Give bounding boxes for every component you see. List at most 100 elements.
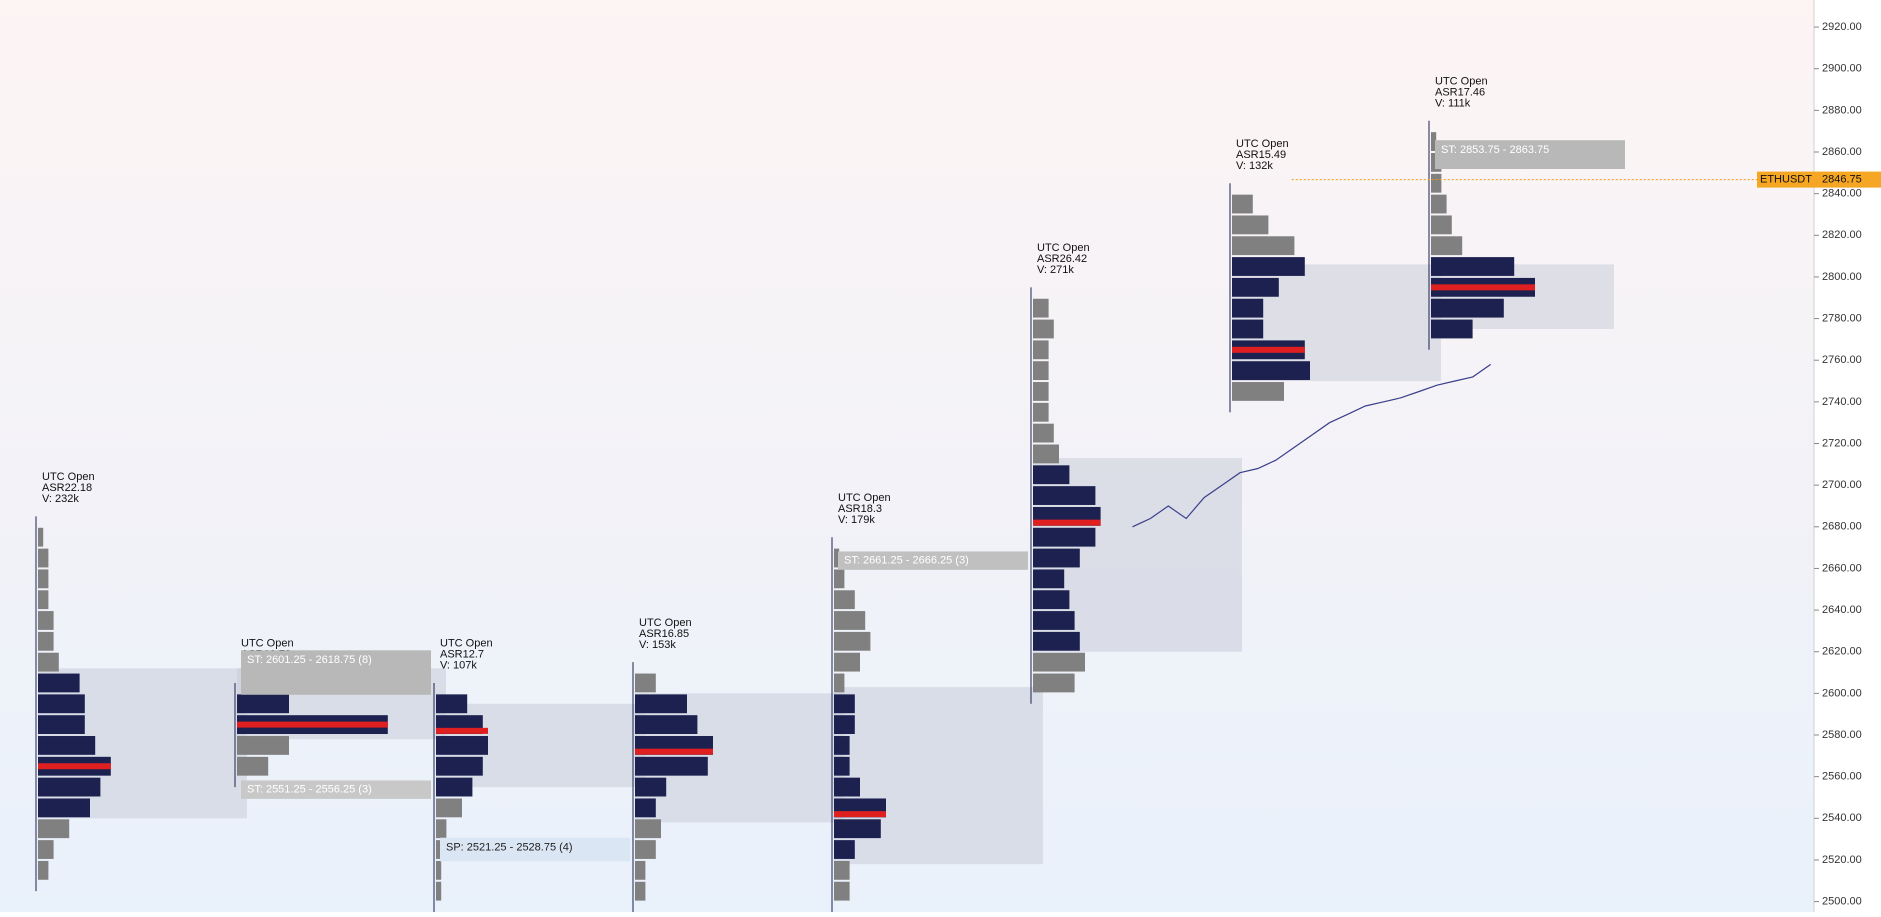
y-tick-label: 2720.00	[1822, 437, 1862, 449]
note-label: ST: 2661.25 - 2666.25 (3)	[844, 555, 969, 567]
profile-row	[1033, 486, 1096, 505]
y-tick-label: 2640.00	[1822, 604, 1862, 616]
poc-line	[635, 748, 713, 755]
profile-row	[834, 819, 881, 839]
profile-row	[1033, 590, 1070, 610]
profile-row	[436, 777, 473, 797]
profile-row	[38, 777, 101, 797]
profile-row	[834, 569, 845, 589]
note-label: ST: 2601.25 - 2618.75 (8)	[247, 654, 372, 666]
price-tag	[1814, 171, 1881, 188]
profile-row	[38, 819, 70, 839]
profile-row	[1033, 652, 1085, 672]
note-box	[241, 650, 431, 695]
symbol-label: ETHUSDT	[1760, 173, 1812, 185]
profile-row	[635, 694, 687, 714]
note-box	[838, 551, 1028, 570]
session-asr: ASR17.46	[1435, 86, 1485, 98]
profile-row	[1232, 361, 1310, 381]
profile-row	[38, 631, 54, 651]
session-asr: ASR15.49	[1236, 149, 1286, 161]
session-title: UTC Open	[838, 492, 891, 504]
profile-row	[38, 590, 49, 610]
profile-row	[635, 881, 646, 901]
profile-row	[1033, 444, 1059, 464]
poc-line	[1232, 346, 1305, 353]
profile-row	[834, 673, 845, 693]
profile-row	[834, 756, 850, 776]
profile-row	[38, 840, 54, 859]
session-title: UTC Open	[1435, 75, 1488, 87]
note-label: ST: 2551.25 - 2556.25 (3)	[247, 784, 372, 796]
profile-row	[1431, 319, 1473, 339]
profile-row	[1033, 361, 1049, 381]
profile-row	[1431, 194, 1447, 214]
profile-row	[38, 548, 49, 568]
y-tick-label: 2600.00	[1822, 687, 1862, 699]
profile-row	[834, 736, 850, 755]
price-label: 2846.75	[1822, 173, 1862, 185]
profile-row	[635, 798, 656, 818]
profile-row	[1232, 319, 1264, 339]
profile-row	[38, 694, 85, 714]
profile-row	[834, 715, 855, 735]
profile-row	[635, 715, 698, 735]
profile-row	[1232, 194, 1253, 214]
session-volume: V: 107k	[440, 660, 477, 672]
profile-row	[1431, 132, 1437, 151]
profile-row	[38, 673, 80, 693]
y-tick-label: 2800.00	[1822, 271, 1862, 283]
profile-row	[38, 860, 49, 880]
session-volume: V: 111k	[1435, 97, 1471, 109]
y-tick-label: 2500.00	[1822, 895, 1862, 907]
poc-line	[1431, 284, 1535, 291]
profile-row	[635, 819, 661, 839]
y-tick-label: 2820.00	[1822, 229, 1862, 241]
profile-row	[635, 777, 667, 797]
session-asr: ASR18.3	[838, 503, 882, 515]
poc-line	[1033, 519, 1101, 526]
session-title: UTC Open	[1236, 138, 1289, 150]
session-asr: ASR26.42	[1037, 253, 1087, 265]
y-tick-label: 2700.00	[1822, 479, 1862, 491]
profile-row	[38, 736, 96, 755]
profile-row	[436, 881, 442, 901]
y-tick-label: 2860.00	[1822, 146, 1862, 158]
poc-line	[834, 811, 886, 818]
note-label: SP: 2521.25 - 2528.75 (4)	[446, 842, 573, 854]
profile-row	[1431, 215, 1452, 235]
session-asr: ASR16.85	[639, 628, 689, 640]
session-volume: V: 271k	[1037, 264, 1074, 276]
profile-row	[436, 840, 442, 859]
session-title: UTC Open	[1037, 242, 1090, 254]
session-volume: V: 153k	[639, 639, 676, 651]
profile-row	[635, 673, 656, 693]
profile-row	[237, 694, 289, 714]
profile-row	[834, 860, 850, 880]
symbol-tag	[1757, 171, 1814, 188]
profile-row	[1033, 527, 1096, 547]
session-title: UTC Open	[42, 471, 95, 483]
profile-row	[1033, 298, 1049, 318]
profile-row	[1431, 298, 1504, 318]
profile-row	[1033, 382, 1049, 401]
session-volume: V: 232k	[42, 493, 79, 505]
session-asr: ASR12.7	[440, 649, 484, 661]
y-tick-label: 2780.00	[1822, 312, 1862, 324]
y-tick-label: 2540.00	[1822, 812, 1862, 824]
profile-row	[1232, 236, 1295, 256]
profile-row	[834, 611, 866, 630]
profile-row	[38, 527, 44, 547]
profile-row	[38, 798, 90, 818]
profile-row	[1033, 631, 1080, 651]
profile-row	[38, 652, 59, 672]
profile-row	[38, 715, 85, 735]
profile-row	[1033, 465, 1070, 485]
profile-row	[635, 840, 656, 859]
profile-row	[237, 736, 289, 755]
session-volume: V: 132k	[1236, 160, 1273, 172]
price-axis	[1814, 0, 1881, 912]
session-title: UTC Open	[639, 617, 692, 629]
profile-row	[834, 548, 840, 568]
y-tick-label: 2620.00	[1822, 646, 1862, 658]
